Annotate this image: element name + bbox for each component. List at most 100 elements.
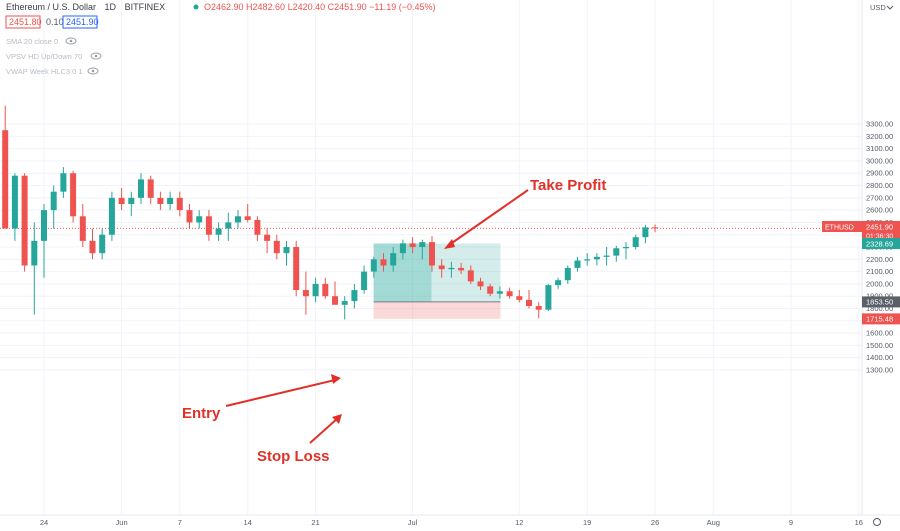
candle — [186, 203, 193, 229]
candle — [642, 224, 649, 244]
candle — [176, 191, 183, 217]
symbol-name[interactable]: Ethereum / U.S. Dollar — [6, 2, 96, 12]
svg-text:Ethereum / U.S. Dollar 1: Ethereum / U.S. Dollar 1D BITFINEX — [6, 2, 165, 12]
spread-value: 0.10 — [46, 17, 64, 27]
candle-body — [506, 291, 513, 297]
candle — [99, 228, 106, 260]
candle-body — [467, 270, 474, 282]
currency-label[interactable]: USD — [870, 3, 886, 12]
eye-icon[interactable] — [87, 67, 99, 75]
eye-icon[interactable] — [65, 37, 77, 45]
time-axis[interactable]: 24Jun71421Jul121926Aug91623 — [40, 518, 900, 527]
price-tick-label: 3300.00 — [866, 120, 893, 129]
time-tick-label: 24 — [40, 518, 48, 527]
candle — [429, 235, 435, 272]
buy-button[interactable] — [62, 15, 98, 29]
candle-body — [235, 216, 241, 223]
time-tick-label: 26 — [651, 518, 659, 527]
arrow-head-icon — [331, 374, 341, 384]
candle — [380, 253, 387, 272]
candle-body — [89, 240, 96, 254]
time-tick-label: 14 — [244, 518, 252, 527]
entry-price: 1853.50 — [866, 298, 893, 307]
candle — [399, 239, 406, 260]
candle — [31, 222, 38, 315]
candle-body — [244, 216, 251, 220]
candle-body — [273, 240, 280, 254]
eye-icon[interactable] — [90, 52, 102, 60]
candle-body — [555, 280, 562, 286]
price-tick-label: 2800.00 — [866, 181, 893, 190]
candle-body — [516, 296, 523, 300]
sell-button[interactable] — [5, 15, 41, 29]
candle — [574, 256, 581, 272]
candle — [21, 173, 28, 272]
candle — [632, 234, 639, 250]
candle-body — [341, 301, 348, 305]
candle-body — [157, 197, 164, 204]
candle-body — [564, 267, 571, 281]
candle-body — [593, 256, 600, 260]
exchange[interactable]: BITFINEX — [125, 2, 166, 12]
indicator-vwap-label[interactable]: VWAP Week HLC3 0 1 — [6, 67, 83, 76]
candle — [225, 212, 232, 241]
candle — [593, 253, 600, 266]
interval[interactable]: 1D — [105, 2, 117, 12]
candle — [70, 170, 77, 223]
candle-body — [632, 237, 639, 248]
stop-loss-price-label: 1715.48 — [862, 313, 900, 325]
candle — [50, 185, 57, 229]
candle-body — [535, 306, 542, 310]
candle-body — [186, 210, 193, 223]
candle — [196, 210, 203, 229]
entry-tag — [862, 296, 900, 308]
candle-body — [487, 286, 494, 294]
last-price-tag — [862, 221, 900, 241]
candle-body — [652, 227, 659, 229]
candle-body — [225, 222, 232, 229]
entry-arrow — [225, 379, 336, 407]
candle — [41, 203, 47, 278]
take-profit-annotation: Take Profit — [444, 177, 606, 249]
time-tick-label: 9 — [789, 518, 793, 527]
candle-body — [545, 285, 552, 310]
candle — [555, 277, 562, 289]
stop-loss-zone[interactable] — [373, 301, 501, 319]
settings-icon[interactable] — [873, 518, 881, 526]
time-tick-label: Jul — [408, 518, 418, 527]
price-tick-label: 1300.00 — [866, 365, 893, 374]
price-tick-label: 2600.00 — [866, 206, 893, 215]
buy-price[interactable]: 2451.90 — [66, 17, 99, 27]
legend: Ethereum / U.S. Dollar 1D BITFINEX O2462… — [5, 2, 436, 76]
candle-body — [70, 173, 77, 217]
candle — [516, 290, 523, 303]
sell-price[interactable]: 2451.80 — [9, 17, 42, 27]
candle — [409, 237, 416, 254]
candle-body — [302, 290, 309, 297]
candle — [147, 175, 154, 204]
symbol-tag-text: ETHUSD — [825, 225, 854, 232]
price-tick-label: 1500.00 — [866, 341, 893, 350]
price-tick-label: 2900.00 — [866, 169, 893, 178]
candle-body — [603, 255, 610, 257]
candle-body — [332, 296, 338, 305]
candle — [293, 240, 300, 297]
candle-body — [205, 216, 212, 235]
candle-body — [429, 242, 435, 266]
indicator-vpsv-label[interactable]: VPSV HD Up/Down 70 — [6, 52, 82, 61]
currency-selector[interactable]: USD — [870, 3, 894, 12]
last-price-value: 2451.90 — [866, 223, 893, 232]
stop-loss-tag — [862, 313, 900, 325]
candle — [623, 242, 629, 260]
candle — [535, 302, 542, 319]
candle — [506, 287, 513, 299]
price-tick-label: 3000.00 — [866, 156, 893, 165]
indicator-sma-label[interactable]: SMA 20 close 0 — [6, 37, 58, 46]
price-tick-label: 3100.00 — [866, 144, 893, 153]
candle — [235, 210, 241, 229]
candle-body — [642, 227, 649, 238]
candle-body — [138, 179, 144, 198]
price-tick-label: 2100.00 — [866, 267, 893, 276]
